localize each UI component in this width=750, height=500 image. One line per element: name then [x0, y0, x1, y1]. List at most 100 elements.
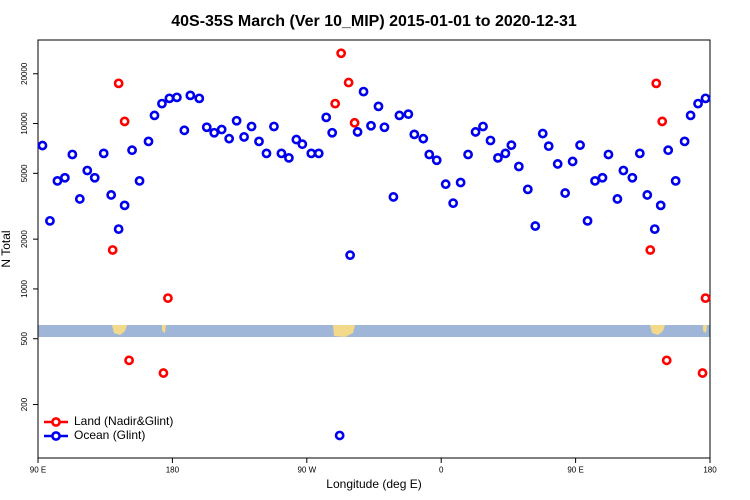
- point: [119, 200, 130, 211]
- y-tick-label: 2000: [20, 230, 29, 248]
- point: [670, 175, 681, 186]
- point: [52, 175, 63, 186]
- point: [246, 121, 257, 132]
- point: [697, 368, 708, 378]
- point: [343, 77, 354, 88]
- x-tick-label: 180: [166, 466, 180, 475]
- point: [106, 190, 117, 200]
- point: [224, 133, 235, 144]
- legend-marker: [51, 417, 61, 427]
- point: [470, 127, 481, 137]
- point: [143, 136, 154, 147]
- legend-label: Ocean (Glint): [74, 428, 145, 442]
- point: [590, 175, 600, 186]
- point: [537, 128, 548, 139]
- point: [597, 172, 608, 183]
- point: [493, 152, 503, 163]
- point: [134, 175, 145, 186]
- point: [661, 355, 672, 366]
- point: [157, 98, 167, 109]
- point: [45, 215, 55, 226]
- point: [82, 165, 93, 176]
- point: [394, 110, 405, 121]
- point: [89, 172, 100, 183]
- point: [418, 133, 429, 144]
- point: [201, 122, 212, 133]
- point: [283, 152, 294, 163]
- point: [618, 165, 629, 176]
- point: [67, 149, 78, 160]
- point: [291, 134, 302, 145]
- point: [649, 224, 660, 235]
- y-axis-label: N Total: [0, 230, 13, 267]
- point: [651, 78, 662, 89]
- point: [334, 430, 345, 441]
- point: [478, 121, 488, 132]
- point: [171, 92, 182, 103]
- legend-marker: [51, 431, 61, 441]
- point: [358, 86, 369, 97]
- x-tick-label: 90 E: [30, 466, 46, 475]
- point: [463, 149, 473, 160]
- point: [685, 110, 696, 121]
- point: [485, 135, 496, 146]
- point: [269, 121, 279, 132]
- point: [37, 140, 48, 151]
- point: [336, 48, 347, 59]
- point: [254, 136, 264, 147]
- point: [313, 148, 324, 159]
- x-tick-label: 0: [439, 466, 444, 475]
- point: [567, 156, 578, 167]
- x-tick-label: 180: [703, 466, 717, 475]
- legend-label: Land (Nadir&Glint): [74, 414, 173, 428]
- point: [513, 161, 524, 172]
- point: [693, 98, 703, 109]
- point: [409, 129, 420, 140]
- point: [113, 78, 124, 89]
- point: [627, 172, 638, 183]
- point: [297, 139, 308, 150]
- point: [164, 93, 175, 104]
- y-tick-label: 20000: [20, 62, 29, 85]
- point: [149, 110, 160, 121]
- point: [158, 368, 169, 378]
- x-tick-label: 90 W: [297, 466, 316, 475]
- point: [107, 245, 118, 255]
- point: [612, 194, 623, 204]
- point: [194, 93, 205, 104]
- point: [373, 101, 384, 112]
- point: [349, 117, 360, 128]
- y-tick-label: 5000: [20, 164, 29, 182]
- point: [634, 148, 645, 159]
- point: [440, 179, 451, 190]
- point: [530, 221, 541, 231]
- plot-frame: [37, 39, 711, 459]
- point: [239, 132, 249, 142]
- point: [560, 188, 571, 198]
- point: [388, 192, 399, 202]
- point: [663, 145, 674, 156]
- point: [327, 127, 338, 138]
- y-tick-label: 500: [20, 331, 29, 345]
- point: [431, 155, 442, 166]
- point: [306, 148, 317, 159]
- point: [645, 245, 656, 255]
- point: [179, 125, 190, 136]
- point: [455, 177, 466, 188]
- point: [98, 148, 109, 159]
- point: [575, 140, 585, 151]
- point: [119, 116, 130, 127]
- point: [276, 148, 287, 159]
- point: [209, 127, 220, 138]
- chart-title: 40S-35S March (Ver 10_MIP) 2015-01-01 to…: [171, 13, 577, 30]
- point: [74, 194, 85, 204]
- point: [113, 224, 124, 235]
- point: [582, 215, 593, 226]
- point: [448, 198, 459, 209]
- x-tick-label: 90 E: [567, 466, 583, 475]
- point: [543, 141, 554, 152]
- point: [700, 293, 711, 304]
- map-strip: [38, 325, 710, 337]
- y-tick-label: 10000: [20, 112, 29, 135]
- point: [679, 136, 690, 147]
